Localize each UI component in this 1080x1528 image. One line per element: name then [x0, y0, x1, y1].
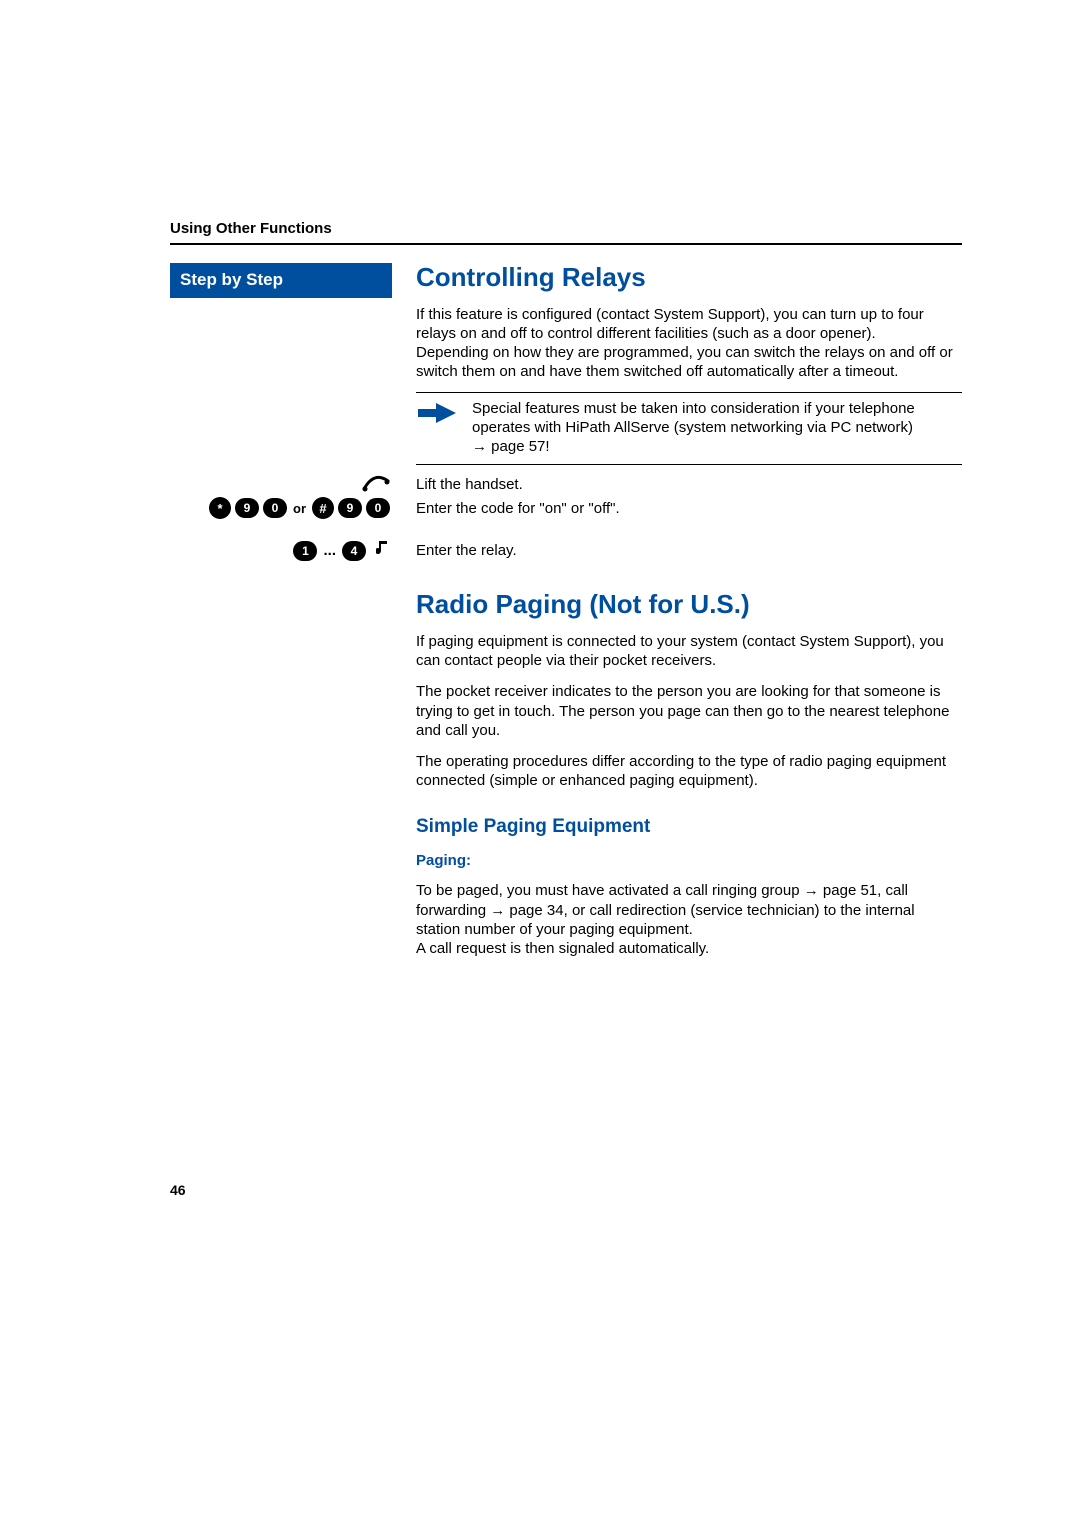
lift-handset-icon [170, 475, 402, 493]
key-9a: 9 [235, 498, 259, 518]
step-by-step-box: Step by Step [170, 263, 392, 298]
paging-p1: If paging equipment is connected to your… [416, 632, 962, 670]
main-content: Controlling Relays If this feature is co… [416, 263, 962, 958]
step-row-lift: Lift the handset. [170, 475, 962, 493]
arrow-icon: → [804, 882, 823, 899]
key-4: 4 [342, 541, 366, 561]
content-columns: Step by Step Controlling Relays If this … [170, 263, 950, 958]
note-text: Special features must be taken into cons… [472, 399, 962, 457]
step-code-text: Enter the code for "on" or "off". [416, 500, 620, 517]
relay-keys: 1 ... 4 [170, 539, 402, 562]
heading-controlling-relays: Controlling Relays [416, 263, 962, 293]
key-0a: 0 [263, 498, 287, 518]
heading-radio-paging: Radio Paging (Not for U.S.) [416, 590, 962, 620]
arrow-icon: → [472, 438, 491, 455]
note-body: Special features must be taken into cons… [472, 400, 915, 436]
paging-p3: The operating procedures differ accordin… [416, 752, 962, 790]
step-relay-text: Enter the relay. [416, 542, 517, 559]
subhead-paging: Paging: [416, 852, 962, 869]
note-arrow-icon [416, 399, 458, 457]
note-box: Special features must be taken into cons… [416, 392, 962, 466]
sidebar: Step by Step [170, 263, 392, 958]
page: Using Other Functions Step by Step Contr… [0, 0, 1080, 1528]
step-row-code: * 9 0 or # 9 0 Enter the code for "on" o… [170, 497, 962, 519]
dots: ... [321, 542, 338, 559]
simple-paging-body: To be paged, you must have activated a c… [416, 881, 962, 958]
step-row-relay: 1 ... 4 Enter the relay. [170, 539, 962, 562]
section-header: Using Other Functions [170, 220, 950, 237]
step-lift-text: Lift the handset. [416, 476, 523, 493]
key-1: 1 [293, 541, 317, 561]
paging-p2: The pocket receiver indicates to the per… [416, 682, 962, 740]
relays-intro: If this feature is configured (contact S… [416, 305, 962, 382]
code-keys: * 9 0 or # 9 0 [170, 497, 402, 519]
key-9b: 9 [338, 498, 362, 518]
note-page-ref: page 57! [491, 438, 549, 455]
key-hash: # [312, 497, 334, 519]
header-rule [170, 243, 962, 245]
or-label: or [291, 501, 308, 516]
arrow-icon: → [490, 902, 509, 919]
page-number: 46 [170, 1182, 186, 1198]
sp-ref2: page 34 [509, 902, 563, 919]
sp-a: To be paged, you must have activated a c… [416, 882, 804, 899]
heading-simple-paging: Simple Paging Equipment [416, 816, 962, 838]
sp-ref1: page 51 [823, 882, 877, 899]
key-0b: 0 [366, 498, 390, 518]
key-star: * [209, 497, 231, 519]
tone-icon [370, 539, 390, 562]
